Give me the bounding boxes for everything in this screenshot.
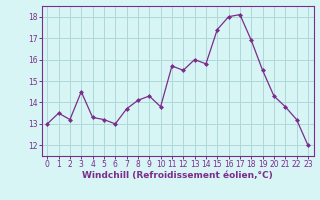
X-axis label: Windchill (Refroidissement éolien,°C): Windchill (Refroidissement éolien,°C) — [82, 171, 273, 180]
